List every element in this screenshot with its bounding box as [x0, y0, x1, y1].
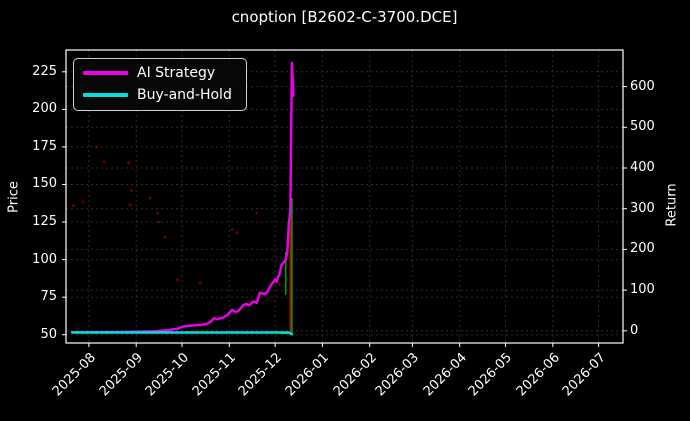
scatter-dot	[156, 211, 160, 215]
y-tick-label-left: 75	[40, 289, 57, 305]
y-tick-label-left: 225	[32, 63, 57, 79]
plot-border	[65, 49, 624, 344]
scatter-dot	[148, 196, 152, 200]
y-tick-label-right: 600	[630, 78, 655, 94]
scatter-dot	[81, 200, 85, 204]
y-tick-label-right: 0	[630, 322, 639, 338]
y-tick-label-left: 200	[32, 101, 57, 117]
legend-item-buy-and-hold[interactable]: Buy-and-Hold	[83, 87, 232, 103]
chart-title: cnoption [B2602-C-3700.DCE]	[231, 8, 458, 26]
scatter-dot	[72, 204, 75, 207]
scatter-dot	[102, 160, 106, 164]
scatter-dot	[127, 161, 130, 165]
series-line	[70, 61, 295, 334]
scatter-dot	[95, 145, 98, 149]
legend-label: AI Strategy	[137, 65, 216, 81]
y-tick-label-right: 300	[630, 200, 655, 216]
scatter-dot	[157, 220, 161, 224]
series-line	[70, 331, 294, 336]
scatter-dot	[278, 283, 281, 286]
scatter-dot	[163, 235, 167, 239]
legend-label: Buy-and-Hold	[137, 87, 232, 103]
y-tick-label-right: 500	[630, 119, 655, 135]
y-tick-label-right: 200	[630, 241, 655, 257]
scatter-dot	[235, 231, 239, 235]
scatter-dot	[128, 203, 132, 207]
scatter-dot	[130, 189, 134, 192]
y-tick-label-left: 125	[32, 214, 57, 230]
y-tick-label-right: 400	[630, 160, 655, 175]
ai-strategy-line-swatch	[83, 71, 128, 75]
legend[interactable]: AI Strategy Buy-and-Hold	[73, 58, 247, 111]
y-tick-label-left: 175	[32, 138, 57, 154]
scatter-dot	[255, 211, 259, 215]
legend-item-ai-strategy[interactable]: AI Strategy	[83, 65, 232, 81]
y-tick-label-left: 150	[32, 176, 57, 192]
y-tick-label-left: 100	[32, 251, 57, 267]
scatter-dot	[176, 278, 179, 282]
y-tick-label-right: 100	[630, 282, 655, 298]
scatter-dot	[230, 228, 234, 232]
scatter-dot	[198, 281, 202, 285]
y-tick-label-left: 50	[40, 326, 57, 342]
buy-and-hold-line-swatch	[83, 93, 128, 97]
